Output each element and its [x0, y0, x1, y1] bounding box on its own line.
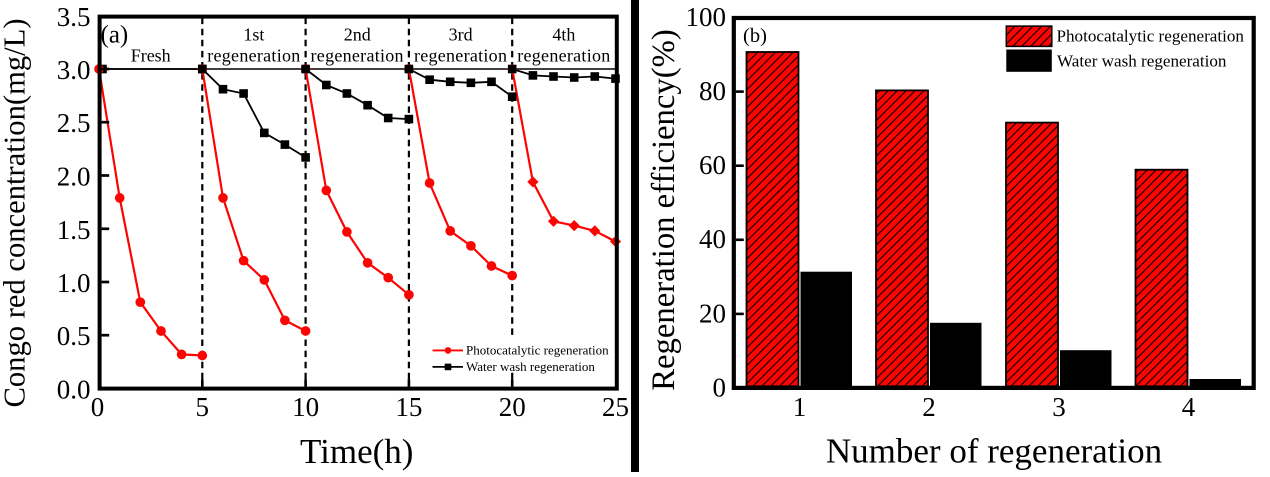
- svg-text:10: 10: [292, 392, 319, 422]
- svg-text:1st: 1st: [243, 24, 264, 44]
- svg-text:Number of regeneration: Number of regeneration: [826, 432, 1162, 471]
- svg-text:regeneration: regeneration: [414, 46, 507, 66]
- svg-text:Regeneration efficiency(%): Regeneration efficiency(%): [646, 29, 682, 391]
- svg-text:40: 40: [699, 224, 726, 254]
- svg-text:0.0: 0.0: [57, 375, 91, 405]
- svg-text:Time(h): Time(h): [300, 432, 413, 471]
- svg-text:Congo red concentration(mg/L): Congo red concentration(mg/L): [0, 18, 32, 407]
- svg-text:80: 80: [699, 76, 726, 106]
- svg-text:regeneration: regeneration: [207, 46, 300, 66]
- svg-text:3rd: 3rd: [449, 24, 473, 44]
- svg-text:4: 4: [1182, 392, 1196, 422]
- svg-text:0: 0: [91, 392, 105, 422]
- svg-text:Water wash regeneration: Water wash regeneration: [1057, 52, 1227, 71]
- svg-text:2.5: 2.5: [57, 108, 91, 138]
- svg-text:100: 100: [686, 2, 727, 32]
- svg-text:regeneration: regeneration: [517, 46, 610, 66]
- svg-text:5: 5: [196, 392, 210, 422]
- svg-text:20: 20: [699, 298, 726, 328]
- svg-text:0: 0: [713, 372, 727, 402]
- svg-text:3.5: 3.5: [57, 2, 91, 32]
- svg-text:60: 60: [699, 150, 726, 180]
- svg-text:Photocatalytic regeneration: Photocatalytic regeneration: [1057, 27, 1245, 46]
- svg-text:1.0: 1.0: [57, 268, 91, 298]
- svg-text:25: 25: [602, 392, 629, 422]
- svg-text:(a): (a): [101, 22, 129, 49]
- svg-text:2: 2: [922, 392, 936, 422]
- svg-text:regeneration: regeneration: [311, 46, 404, 66]
- svg-text:1: 1: [793, 392, 807, 422]
- svg-text:15: 15: [395, 392, 422, 422]
- svg-text:2nd: 2nd: [344, 24, 371, 44]
- svg-text:20: 20: [499, 392, 526, 422]
- svg-text:0.5: 0.5: [57, 321, 91, 351]
- svg-text:1.5: 1.5: [57, 215, 91, 245]
- svg-text:4th: 4th: [552, 24, 575, 44]
- svg-text:3: 3: [1052, 392, 1066, 422]
- svg-text:2.0: 2.0: [57, 162, 91, 192]
- svg-text:Water wash regeneration: Water wash regeneration: [466, 359, 595, 374]
- svg-text:(b): (b): [743, 25, 767, 47]
- svg-text:3.0: 3.0: [57, 55, 91, 85]
- svg-text:Photocatalytic regeneration: Photocatalytic regeneration: [466, 343, 609, 358]
- svg-text:Fresh: Fresh: [131, 46, 171, 66]
